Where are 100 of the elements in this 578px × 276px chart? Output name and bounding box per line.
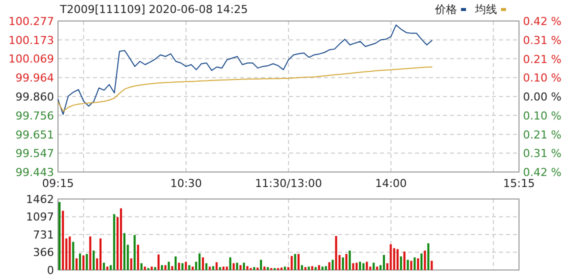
bar [171, 266, 174, 270]
bar [372, 262, 375, 270]
bar [123, 233, 126, 270]
bar [208, 266, 211, 270]
chart-title: T2009[111109] 2020-06-08 14:25 [59, 3, 248, 16]
bar [120, 208, 122, 270]
bar [226, 266, 228, 270]
y2-tick-label: 0.00 % [523, 90, 562, 104]
bar [86, 254, 88, 270]
bar [324, 266, 327, 270]
legend-label: 价格 [434, 3, 457, 16]
bar [390, 244, 392, 270]
bar [359, 262, 362, 270]
bar [403, 252, 406, 270]
bar [154, 267, 156, 270]
bar [335, 236, 338, 270]
y-tick-label: 0 [47, 264, 54, 276]
bar [345, 254, 348, 270]
bar [144, 266, 146, 270]
line-series [58, 24, 432, 115]
bar [290, 256, 293, 270]
bar [298, 254, 300, 270]
bar [178, 262, 180, 270]
x-tick-label: 10:30 [170, 177, 202, 190]
bar [342, 257, 344, 270]
bar [236, 262, 238, 270]
y-tick-label: 100.173 [8, 34, 54, 47]
bar [260, 260, 262, 270]
bar [328, 262, 330, 270]
y-tick-label: 99.964 [16, 72, 54, 85]
bar [318, 265, 320, 270]
bar [174, 256, 177, 270]
bar [414, 257, 416, 270]
bar [134, 235, 136, 270]
bar [300, 265, 303, 270]
bar [102, 262, 105, 270]
bar [202, 257, 204, 270]
bar [362, 263, 364, 270]
bar [366, 262, 368, 270]
y2-tick-label: 0.42 % [523, 166, 562, 179]
bar [417, 258, 420, 270]
bar [137, 244, 140, 270]
bar [68, 236, 71, 270]
bar [263, 266, 266, 270]
bar [82, 255, 84, 270]
bar [106, 266, 108, 270]
bar [232, 263, 235, 270]
y-tick-label: 99.547 [16, 147, 54, 160]
y-tick-label: 99.860 [16, 90, 54, 104]
y2-tick-label: 0.10 % [523, 72, 562, 85]
bar [427, 243, 430, 270]
bar [158, 254, 160, 270]
bar [205, 263, 208, 270]
x-tick-label: 14:00 [375, 177, 407, 190]
bar [376, 266, 378, 270]
y-tick-label: 366 [33, 246, 54, 260]
bar [332, 260, 334, 270]
legend-label: 均线 [474, 3, 497, 16]
bar [160, 265, 163, 270]
bar [92, 250, 95, 270]
bar [99, 238, 102, 270]
bar [304, 267, 306, 270]
y-tick-label: 1462 [26, 193, 54, 206]
bar [181, 263, 184, 270]
y2-tick-label: 0.21 % [523, 52, 562, 66]
bar [188, 265, 190, 270]
y2-tick-label: 0.31 % [523, 34, 562, 47]
y-tick-label: 100.277 [8, 15, 54, 28]
bar [184, 262, 187, 270]
bar [393, 248, 396, 270]
y-tick-label: 99.443 [16, 166, 54, 179]
bar [266, 267, 269, 270]
bar [229, 257, 232, 270]
bar [58, 202, 61, 270]
bar [430, 260, 433, 270]
bar [150, 266, 153, 270]
bar [72, 242, 74, 270]
y-tick-label: 99.756 [16, 109, 54, 122]
bar [311, 266, 314, 270]
bar [410, 260, 412, 270]
bar [321, 266, 324, 270]
x-tick-label: 09:15 [42, 177, 74, 190]
y2-tick-label: 0.31 % [523, 147, 562, 160]
bar [113, 214, 116, 270]
bar [352, 263, 354, 270]
bar [406, 260, 409, 270]
bar [89, 236, 92, 270]
bar [140, 263, 143, 270]
y2-tick-label: 0.10 % [523, 109, 562, 122]
bar [218, 267, 222, 270]
y-tick-label: 1097 [26, 210, 54, 224]
bar [76, 258, 78, 270]
bar [253, 267, 256, 270]
bar [198, 253, 201, 270]
bar [212, 266, 214, 270]
y2-tick-label: 0.21 % [523, 128, 562, 142]
y-tick-label: 731 [33, 228, 54, 242]
bar [216, 262, 218, 270]
bar [400, 256, 402, 270]
bar [348, 250, 351, 270]
